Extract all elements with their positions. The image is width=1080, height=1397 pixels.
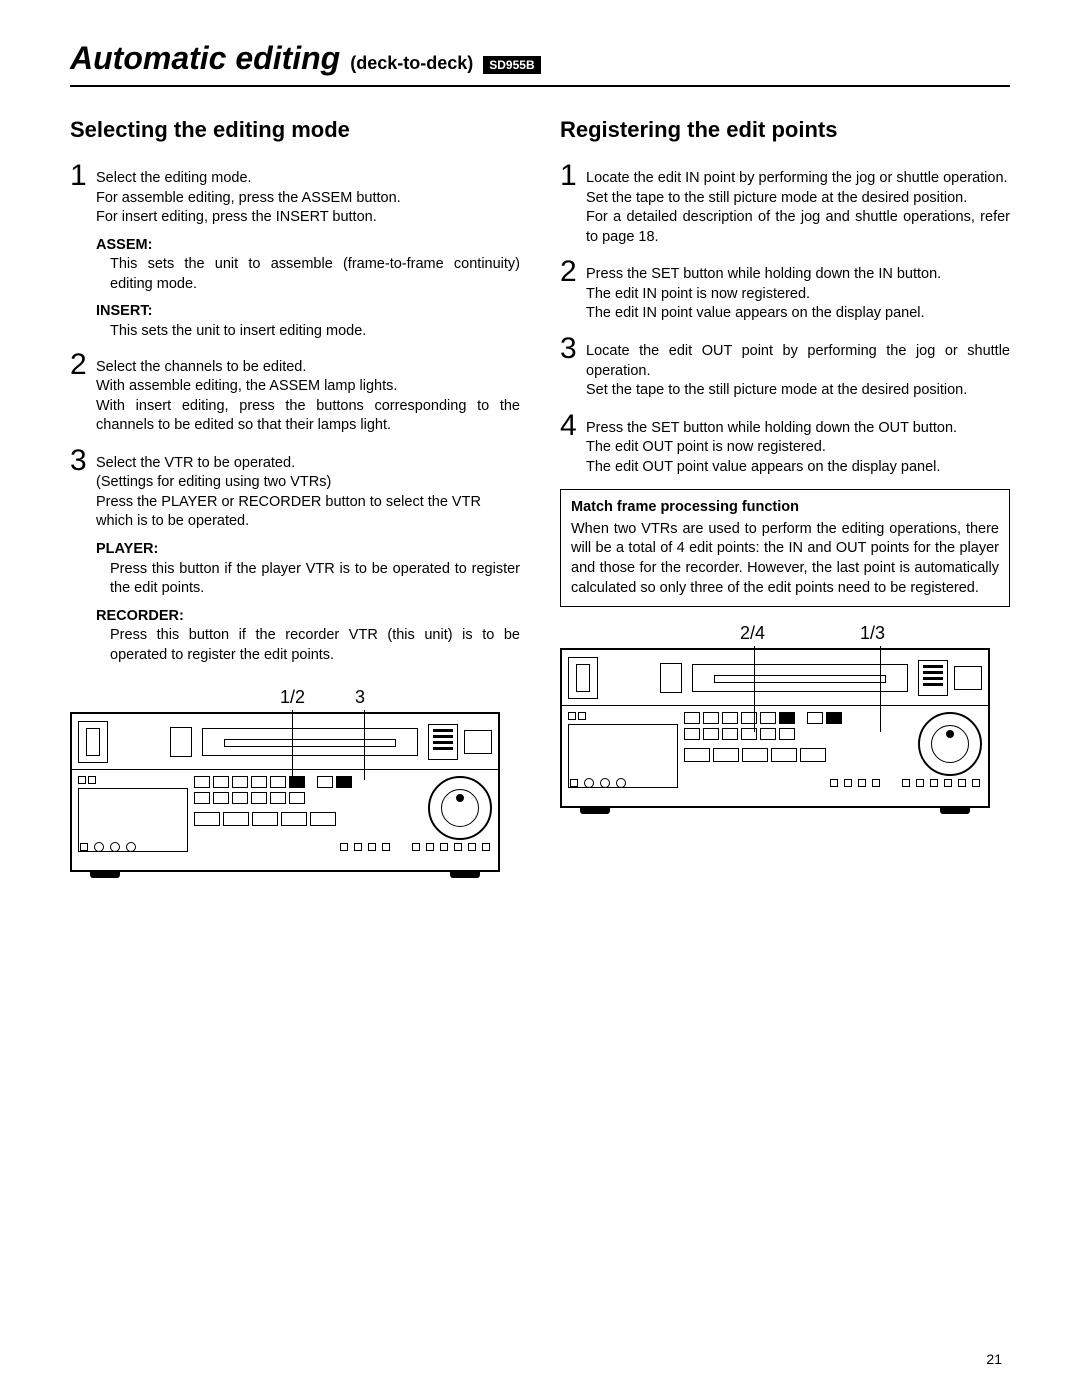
callouts: 1/2 3	[70, 687, 500, 708]
recorder-text: Press this button if the recorder VTR (t…	[110, 626, 520, 665]
left-step-3: 3 Select the VTR to be operated. (Settin…	[70, 446, 520, 532]
text: The edit IN point is now registered.	[586, 286, 810, 302]
text: Set the tape to the still picture mode a…	[586, 190, 967, 206]
note-title: Match frame processing function	[571, 498, 999, 518]
right-step-1: 1 Locate the edit IN point by performing…	[560, 161, 1010, 247]
insert-text: This sets the unit to insert editing mod…	[110, 322, 520, 342]
recorder-label: RECORDER:	[96, 608, 184, 624]
subtitle: (deck-to-deck)	[350, 53, 473, 74]
text: The edit IN point value appears on the d…	[586, 305, 925, 321]
text: Locate the edit IN point by performing t…	[586, 170, 1008, 186]
left-step-2: 2 Select the channels to be edited. With…	[70, 350, 520, 436]
text: For a detailed description of the jog an…	[586, 209, 1010, 245]
text: Press the SET button while holding down …	[586, 266, 941, 282]
match-frame-note: Match frame processing function When two…	[560, 489, 1010, 607]
step-body: Select the editing mode. For assemble ed…	[96, 161, 520, 228]
text: Press the SET button while holding down …	[586, 420, 957, 436]
page-title-row: Automatic editing (deck-to-deck) SD955B	[70, 40, 1010, 87]
step-body: Locate the edit IN point by performing t…	[586, 161, 1010, 247]
step-body: Press the SET button while holding down …	[586, 257, 1010, 324]
player-block: PLAYER: Press this button if the player …	[96, 540, 520, 599]
recorder-block: RECORDER: Press this button if the recor…	[96, 607, 520, 666]
text: Select the editing mode.	[96, 170, 252, 186]
assem-label: ASSEM:	[96, 237, 152, 253]
text: Locate the edit OUT point by performing …	[586, 343, 1010, 379]
step-number: 2	[70, 350, 90, 380]
step-body: Select the VTR to be operated. (Settings…	[96, 446, 520, 532]
page-number: 21	[986, 1351, 1002, 1367]
text: Select the channels to be edited.	[96, 359, 306, 375]
step-body: Select the channels to be edited. With a…	[96, 350, 520, 436]
step-body: Locate the edit OUT point by performing …	[586, 334, 1010, 401]
player-text: Press this button if the player VTR is t…	[110, 560, 520, 599]
callout-b: 1/3	[860, 623, 885, 644]
text: The edit OUT point value appears on the …	[586, 459, 940, 475]
right-step-2: 2 Press the SET button while holding dow…	[560, 257, 1010, 324]
right-step-4: 4 Press the SET button while holding dow…	[560, 411, 1010, 478]
step-number: 4	[560, 411, 580, 441]
left-step-1: 1 Select the editing mode. For assemble …	[70, 161, 520, 228]
text: (Settings for editing using two VTRs)	[96, 474, 331, 490]
step-number: 1	[560, 161, 580, 191]
callout-b: 3	[355, 687, 365, 708]
text: Select the VTR to be operated.	[96, 455, 295, 471]
main-title: Automatic editing	[70, 40, 340, 77]
step-number: 1	[70, 161, 90, 191]
right-column: Registering the edit points 1 Locate the…	[560, 117, 1010, 878]
note-text: When two VTRs are used to perform the ed…	[571, 521, 999, 596]
callout-a: 1/2	[280, 687, 305, 708]
insert-block: INSERT: This sets the unit to insert edi…	[96, 302, 520, 341]
step-number: 3	[560, 334, 580, 364]
text: With insert editing, press the buttons c…	[96, 398, 520, 434]
callouts: 2/4 1/3	[560, 623, 990, 644]
player-label: PLAYER:	[96, 541, 158, 557]
device-box	[70, 712, 500, 872]
device-box	[560, 648, 990, 808]
step-number: 2	[560, 257, 580, 287]
assem-text: This sets the unit to assemble (frame-to…	[110, 255, 520, 294]
model-badge: SD955B	[483, 56, 540, 74]
text: The edit OUT point is now registered.	[586, 439, 826, 455]
text: For insert editing, press the INSERT but…	[96, 209, 377, 225]
text: For assemble editing, press the ASSEM bu…	[96, 190, 401, 206]
right-heading: Registering the edit points	[560, 117, 1010, 143]
insert-label: INSERT:	[96, 303, 152, 319]
right-step-3: 3 Locate the edit OUT point by performin…	[560, 334, 1010, 401]
step-body: Press the SET button while holding down …	[586, 411, 1010, 478]
step-number: 3	[70, 446, 90, 476]
assem-block: ASSEM: This sets the unit to assemble (f…	[96, 236, 520, 295]
left-column: Selecting the editing mode 1 Select the …	[70, 117, 520, 878]
text: Press the PLAYER or RECORDER button to s…	[96, 494, 481, 530]
device-illustration-left: 1/2 3	[70, 687, 500, 878]
text: Set the tape to the still picture mode a…	[586, 382, 967, 398]
device-illustration-right: 2/4 1/3	[560, 623, 990, 814]
left-heading: Selecting the editing mode	[70, 117, 520, 143]
text: With assemble editing, the ASSEM lamp li…	[96, 378, 397, 394]
callout-a: 2/4	[740, 623, 765, 644]
